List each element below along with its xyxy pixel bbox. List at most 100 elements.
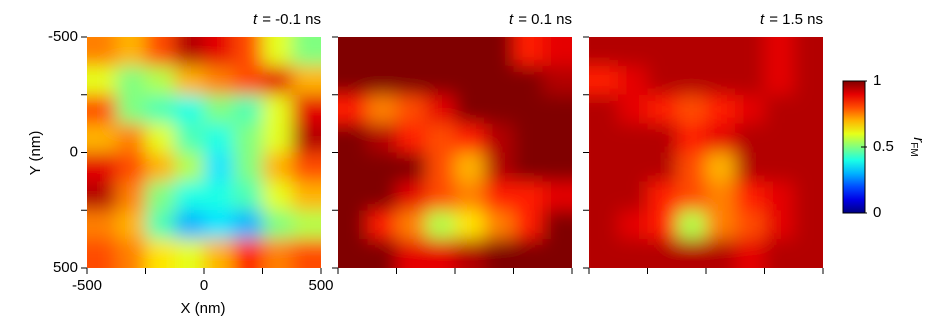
heatmap-cell xyxy=(116,239,146,289)
heatmap-cell xyxy=(318,124,368,154)
heatmap-cell xyxy=(706,124,736,154)
heatmap-cell xyxy=(648,153,678,183)
heatmap-cell xyxy=(292,181,342,211)
heatmap-cell xyxy=(146,153,176,183)
heatmap-cell xyxy=(794,66,844,96)
heatmap-cell xyxy=(618,66,648,96)
heatmap-cell xyxy=(175,66,205,96)
heatmap-cell xyxy=(765,66,795,96)
heatmap-cell xyxy=(794,95,844,125)
heatmap-cell xyxy=(455,210,485,240)
heatmap-cell xyxy=(233,210,263,240)
heatmap-cell xyxy=(484,239,514,289)
heatmap-cell xyxy=(618,181,648,211)
title-text: = 1.5 ns xyxy=(769,11,823,28)
heatmap-cell xyxy=(204,95,234,125)
heatmap-cell xyxy=(706,239,736,289)
heatmap-cell xyxy=(618,95,648,125)
heatmap-cell xyxy=(292,66,342,96)
heatmap-cell xyxy=(116,17,146,67)
heatmap-cell xyxy=(116,153,146,183)
heatmap-cell xyxy=(67,181,117,211)
heatmap-cell xyxy=(146,239,176,289)
heatmap-cell xyxy=(677,153,707,183)
heatmap-cell xyxy=(67,210,117,240)
heatmap-cell xyxy=(569,17,619,67)
heatmap-cell xyxy=(318,153,368,183)
heatmap-cell xyxy=(618,17,648,67)
heatmap-cell xyxy=(484,66,514,96)
colorbar-subscript: FM xyxy=(908,142,919,156)
heatmap-cell xyxy=(175,181,205,211)
heatmap-cell xyxy=(263,181,293,211)
heatmap-cell xyxy=(455,17,485,67)
heatmap-cell xyxy=(204,239,234,289)
heatmap-cell xyxy=(146,17,176,67)
heatmap-cell xyxy=(318,210,368,240)
heatmap-cell xyxy=(648,17,678,67)
heatmap-cell xyxy=(735,210,765,240)
title-symbol: t xyxy=(760,11,765,28)
heatmap-cell xyxy=(233,153,263,183)
panel-title: t= 0.1 ns xyxy=(509,11,572,28)
heatmap-cell xyxy=(735,66,765,96)
heatmap-cell xyxy=(543,239,593,289)
heatmap-cell xyxy=(367,95,397,125)
x-axis-label: X (nm) xyxy=(181,300,226,317)
heatmap-cell xyxy=(569,181,619,211)
heatmap-panel xyxy=(318,17,593,289)
heatmap-cell xyxy=(706,66,736,96)
heatmap-cell xyxy=(706,181,736,211)
heatmap-cell xyxy=(677,17,707,67)
heatmap-cell xyxy=(514,66,544,96)
heatmap-cells xyxy=(67,17,342,289)
heatmap-cell xyxy=(397,95,427,125)
y-tick-label: 500 xyxy=(53,259,78,276)
heatmap-cells xyxy=(569,17,844,289)
heatmap-cell xyxy=(397,153,427,183)
heatmap-cell xyxy=(794,153,844,183)
heatmap-cell xyxy=(292,124,342,154)
heatmap-cells xyxy=(318,17,593,289)
heatmap-cell xyxy=(318,181,368,211)
heatmap-cell xyxy=(706,210,736,240)
heatmap-cell xyxy=(367,153,397,183)
heatmap-cell xyxy=(233,181,263,211)
heatmap-cell xyxy=(367,239,397,289)
heatmap-cell xyxy=(543,153,593,183)
heatmap-cell xyxy=(146,95,176,125)
colorbar-tick-label: 0 xyxy=(873,204,881,221)
heatmap-cell xyxy=(204,66,234,96)
heatmap-cell xyxy=(116,66,146,96)
heatmap-cell xyxy=(455,66,485,96)
title-symbol: t xyxy=(253,11,258,28)
heatmap-cell xyxy=(292,95,342,125)
heatmap-cell xyxy=(146,66,176,96)
heatmap-cell xyxy=(397,66,427,96)
heatmap-cell xyxy=(233,66,263,96)
heatmap-cell xyxy=(455,124,485,154)
x-tick-label: 0 xyxy=(200,277,208,294)
heatmap-cell xyxy=(426,210,456,240)
heatmap-cell xyxy=(146,181,176,211)
heatmap-cell xyxy=(514,124,544,154)
heatmap-cell xyxy=(233,17,263,67)
heatmap-cell xyxy=(146,210,176,240)
heatmap-panel xyxy=(67,17,342,289)
heatmap-cell xyxy=(455,95,485,125)
heatmap-cell xyxy=(706,17,736,67)
heatmap-cell xyxy=(204,124,234,154)
heatmap-cell xyxy=(648,95,678,125)
heatmap-cell xyxy=(484,153,514,183)
heatmap-cell xyxy=(514,181,544,211)
heatmap-cell xyxy=(175,210,205,240)
title-symbol: t xyxy=(509,11,514,28)
panel-title: t= -0.1 ns xyxy=(253,11,321,28)
heatmap-cell xyxy=(116,181,146,211)
heatmap-cell xyxy=(765,95,795,125)
heatmap-cell xyxy=(426,239,456,289)
heatmap-cell xyxy=(765,181,795,211)
heatmap-cell xyxy=(648,210,678,240)
title-text: = -0.1 ns xyxy=(262,11,321,28)
heatmap-cell xyxy=(765,210,795,240)
